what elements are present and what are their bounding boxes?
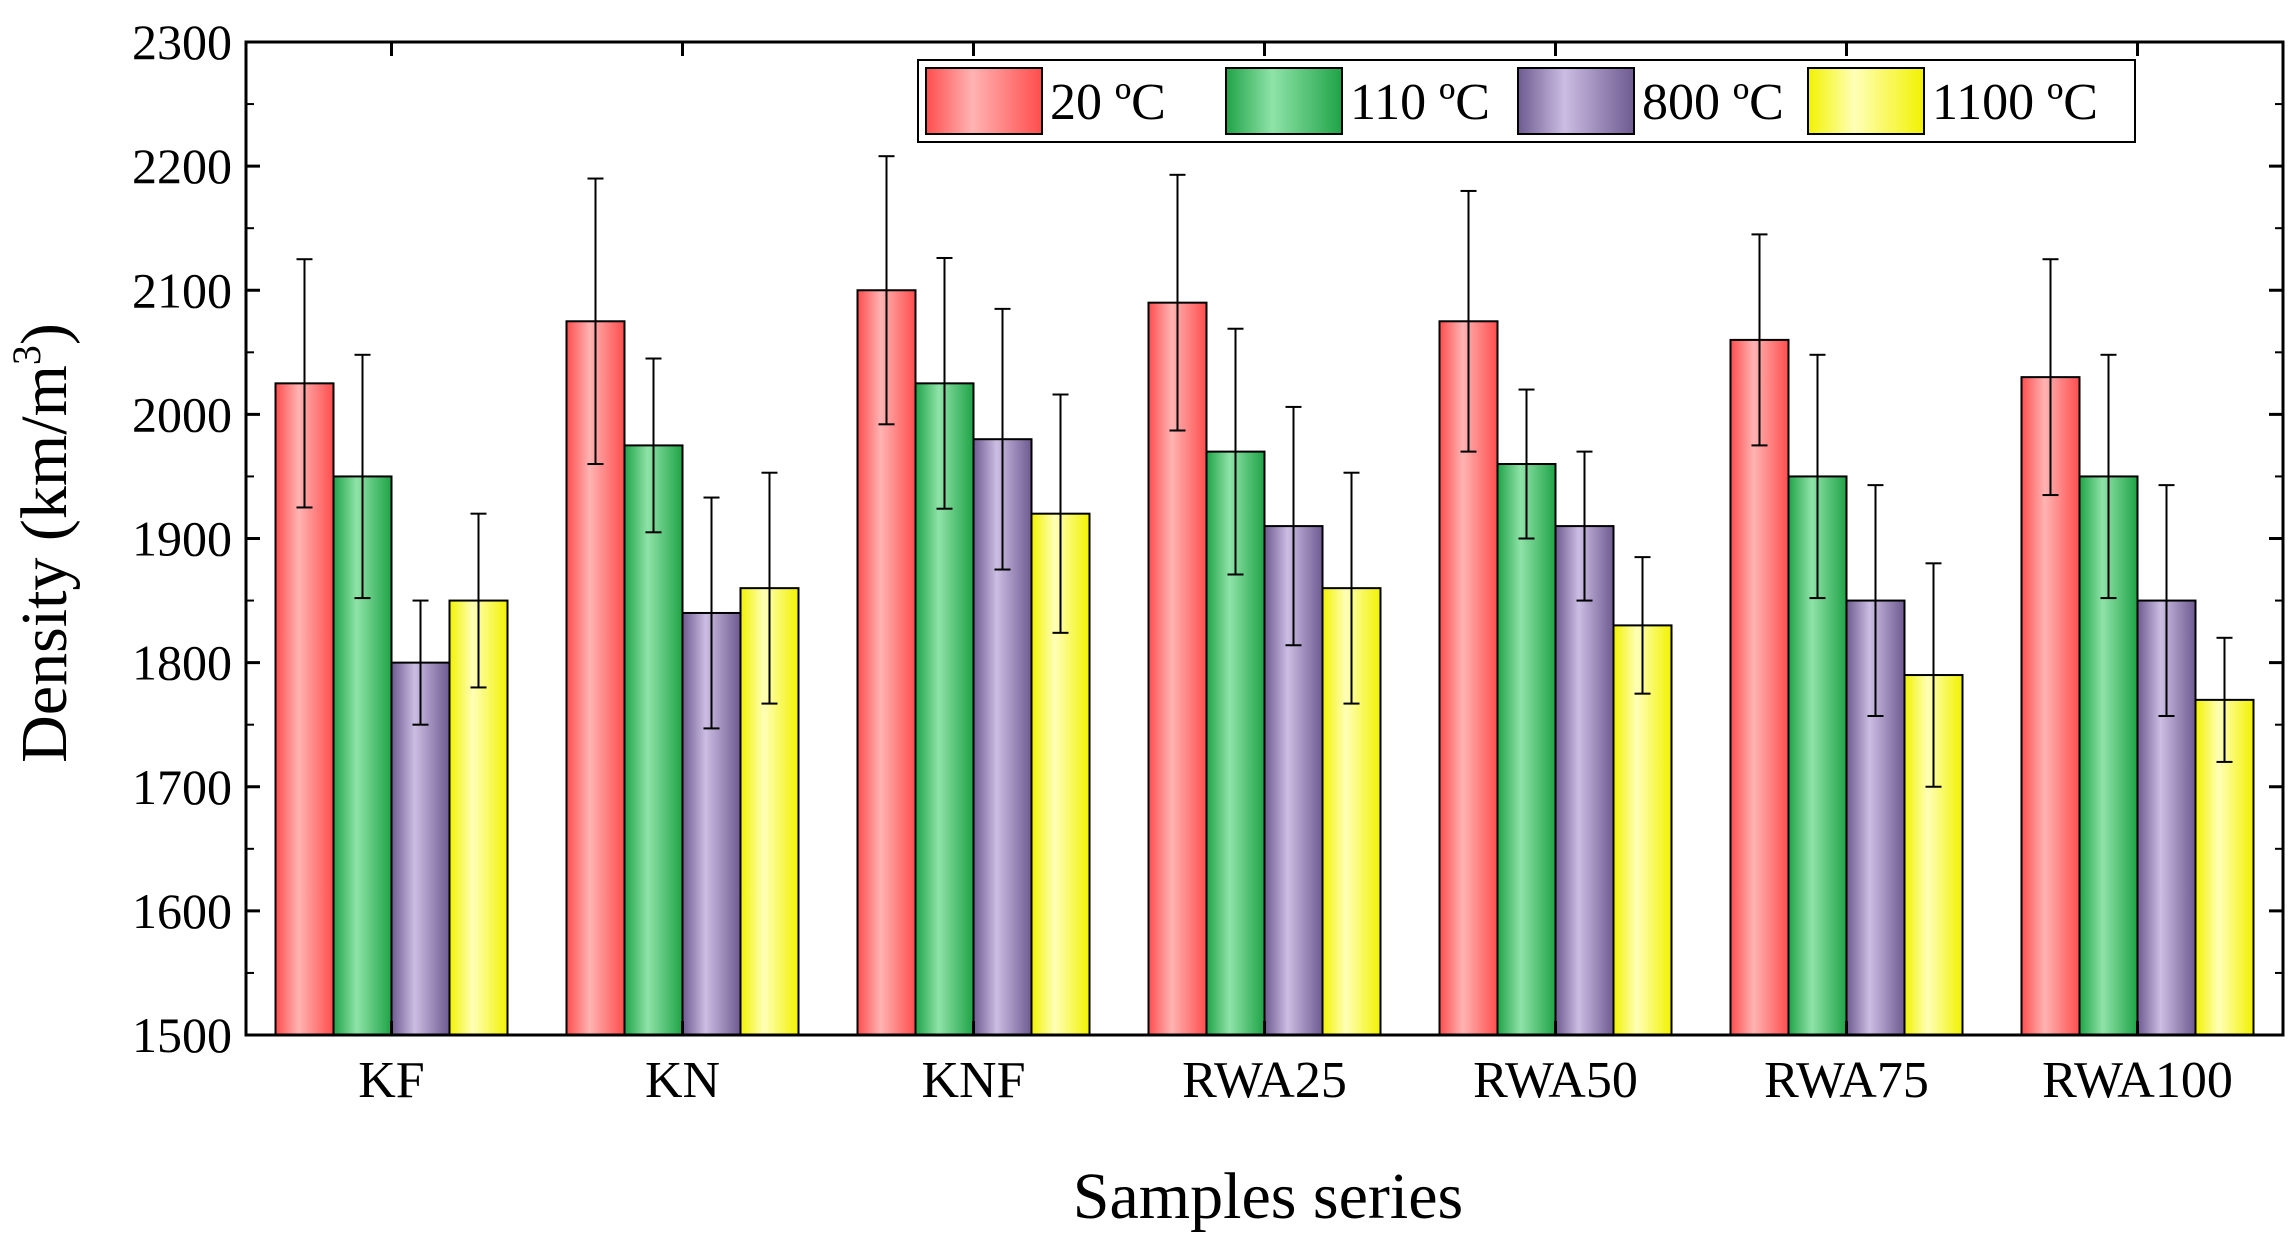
bar-rwa75-series-0 <box>1729 338 1790 1036</box>
legend-label-series-2: 800 ºC <box>1642 74 1784 131</box>
y-axis-title-main: Density (km/m <box>8 365 81 763</box>
x-category-label: KNF <box>921 1052 1025 1109</box>
ticks-layer: 1500 1600 1700 1800 1900 2000 2100 2200 2300 KF KN… <box>132 14 2283 1109</box>
bar-rwa50-series-2 <box>1554 525 1615 1037</box>
legend-label-series-1: 110 ºC <box>1350 74 1490 131</box>
y-tick-label: 1800 <box>132 635 232 691</box>
x-category-label: KF <box>358 1052 424 1109</box>
legend-label-series-3: 1100 ºC <box>1932 74 2098 131</box>
x-category-label: KN <box>645 1052 720 1109</box>
bar-rwa50-series-1 <box>1496 463 1557 1036</box>
legend: 20 ºC 110 ºC 800 ºC 1100 ºC <box>917 59 2136 143</box>
y-tick-label: 2100 <box>132 262 232 318</box>
y-axis-title-close: ) <box>8 323 81 345</box>
x-category-label: RWA50 <box>1473 1052 1638 1109</box>
legend-swatch-series-1 <box>1225 67 1343 135</box>
legend-swatch-series-0 <box>925 67 1043 135</box>
x-category-label: RWA25 <box>1182 1052 1347 1109</box>
legend-swatch-series-2 <box>1517 67 1635 135</box>
bars-layer <box>274 289 2255 1037</box>
bar-rwa50-series-3 <box>1612 624 1673 1036</box>
legend-swatch-series-3 <box>1807 67 1925 135</box>
bar-kf-series-3 <box>448 599 509 1036</box>
y-tick-label: 1700 <box>132 759 232 815</box>
y-axis-title: Density (km/m3) <box>4 323 81 763</box>
x-category-label: RWA100 <box>2042 1052 2233 1109</box>
y-tick-label: 1600 <box>132 883 232 939</box>
y-tick-label: 2200 <box>132 138 232 194</box>
y-tick-label: 2300 <box>132 14 232 70</box>
y-axis-title-superscript: 3 <box>4 345 49 365</box>
x-axis-title: Samples series <box>1073 1160 1463 1233</box>
bar-kn-series-1 <box>623 444 684 1036</box>
y-tick-label: 2000 <box>132 386 232 442</box>
error-bars-layer <box>296 155 2233 788</box>
y-tick-label: 1500 <box>132 1007 232 1063</box>
legend-label-series-0: 20 ºC <box>1050 74 1166 131</box>
x-category-label: RWA75 <box>1764 1052 1929 1109</box>
y-tick-label: 1900 <box>132 511 232 567</box>
